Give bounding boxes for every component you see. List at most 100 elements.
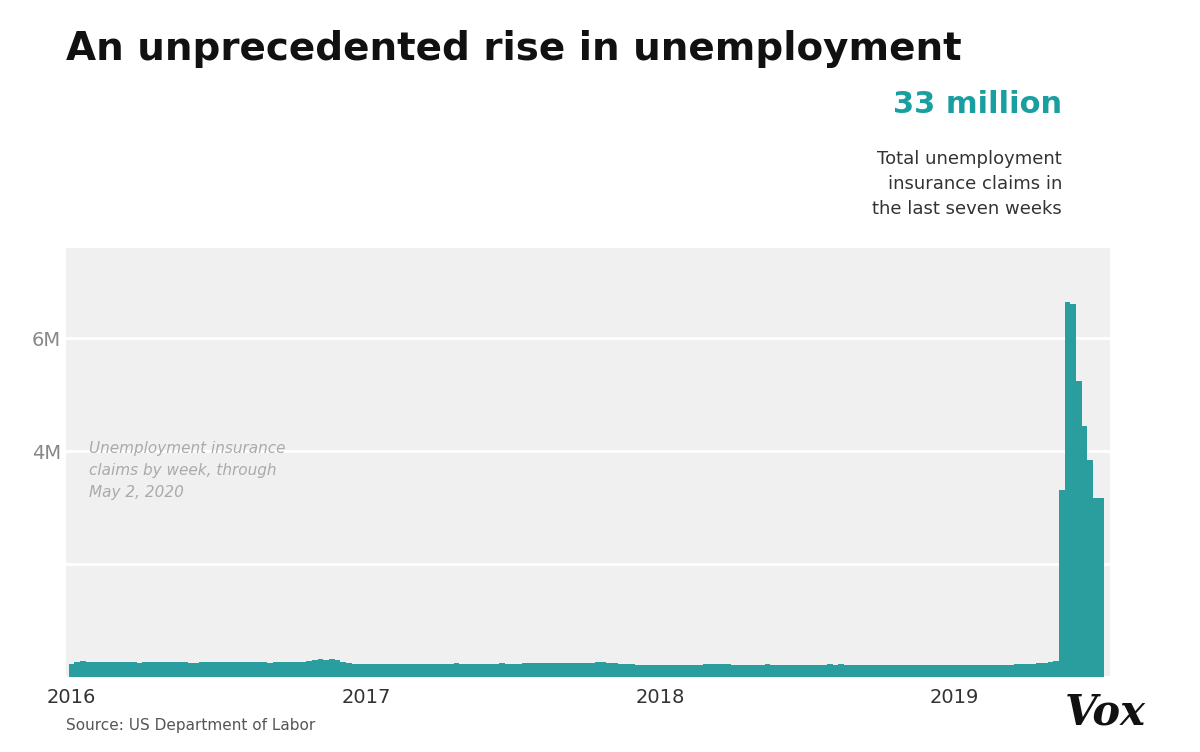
Bar [126,662,131,677]
Bar [470,664,476,677]
Bar [182,662,187,677]
Bar [262,663,266,677]
Bar [974,665,980,677]
Bar [358,664,364,677]
Bar [912,665,918,677]
Bar [878,665,883,677]
Bar [754,665,760,677]
Bar [804,665,810,677]
Bar [103,662,108,677]
Bar [539,663,544,677]
Bar [493,664,499,677]
Bar [482,664,487,677]
Bar [799,665,804,677]
Bar [143,662,148,677]
Bar [822,665,827,677]
Bar [1031,664,1037,677]
Bar [793,665,799,677]
Bar [935,665,941,677]
Bar [301,662,306,677]
Bar [250,663,256,677]
Bar [114,663,120,677]
Bar [487,664,493,677]
Bar [368,664,374,677]
Bar [1048,662,1054,677]
Bar [1042,663,1048,677]
Bar [80,661,86,677]
Bar [583,663,589,677]
Bar [816,665,822,677]
Bar [612,663,618,677]
Bar [770,665,776,677]
Bar [397,664,403,677]
Bar [662,666,668,677]
Bar [391,664,397,677]
Bar [346,663,352,677]
Bar [352,664,358,677]
Bar [137,663,143,677]
Bar [443,664,448,677]
Bar [160,662,166,677]
Bar [91,662,97,677]
Bar [1076,381,1081,677]
Bar [414,664,420,677]
Bar [731,665,737,677]
Bar [862,665,866,677]
Bar [154,662,160,677]
Bar [923,665,929,677]
Bar [86,662,91,677]
Bar [306,661,312,677]
Bar [685,665,691,677]
Bar [266,663,272,677]
Bar [1025,664,1031,677]
Bar [476,664,482,677]
Bar [929,665,935,677]
Text: Unemployment insurance
claims by week, through
May 2, 2020: Unemployment insurance claims by week, t… [89,441,286,500]
Bar [827,665,833,677]
Bar [499,663,504,677]
Bar [952,665,958,677]
Bar [1064,302,1070,677]
Bar [527,663,533,677]
Bar [652,665,658,677]
Bar [589,663,595,677]
Bar [872,665,878,677]
Bar [941,665,946,677]
Bar [737,665,742,677]
Bar [245,663,250,677]
Bar [946,665,952,677]
Bar [714,664,720,677]
Bar [1054,661,1060,677]
Bar [193,663,199,677]
Bar [883,665,889,677]
Bar [1020,664,1025,677]
Bar [187,663,193,677]
Bar [578,663,583,677]
Bar [176,662,182,677]
Bar [776,665,782,677]
Bar [833,665,839,677]
Bar [97,662,103,677]
Bar [544,663,550,677]
Bar [403,664,408,677]
Bar [680,665,685,677]
Bar [227,662,233,677]
Bar [562,663,566,677]
Bar [199,663,205,677]
Bar [335,660,341,677]
Bar [985,665,991,677]
Bar [1070,305,1076,677]
Bar [748,665,754,677]
Bar [431,664,437,677]
Bar [341,662,346,677]
Bar [516,663,522,677]
Bar [991,665,997,677]
Bar [595,662,601,677]
Bar [289,662,295,677]
Bar [510,664,516,677]
Bar [1008,665,1014,677]
Bar [901,665,906,677]
Bar [272,663,278,677]
Bar [997,665,1002,677]
Bar [408,664,414,677]
